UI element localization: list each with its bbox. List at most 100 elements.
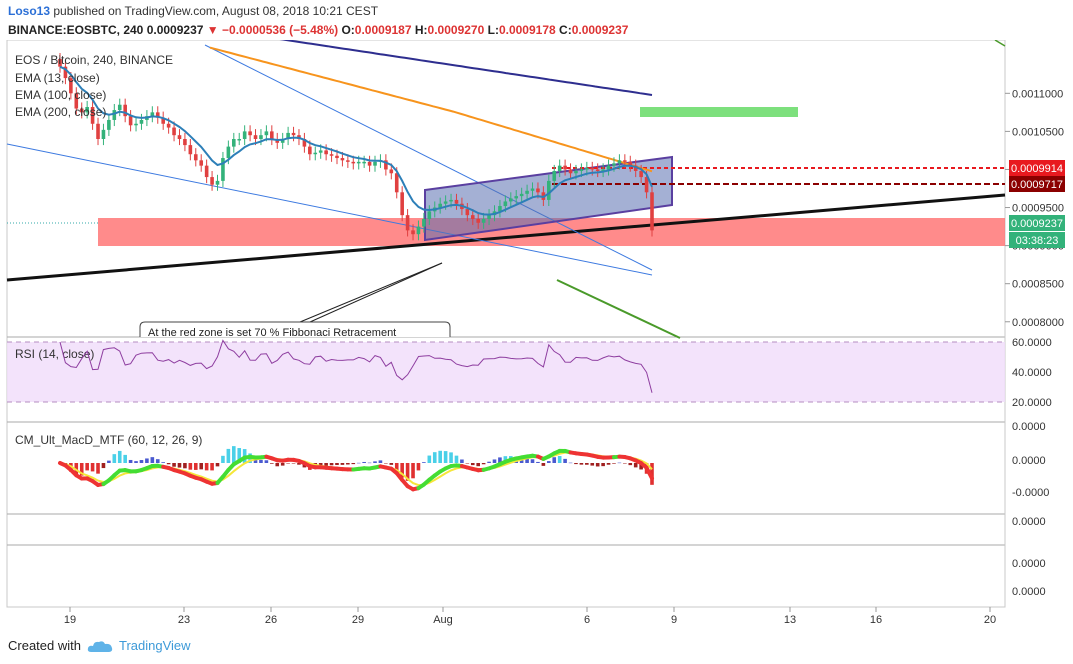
- annotation-box[interactable]: [139, 321, 451, 337]
- legend-macd: CM_Ult_MacD_MTF (60, 12, 26, 9): [15, 433, 202, 447]
- candle-body: [226, 146, 231, 159]
- candle-body: [237, 139, 242, 141]
- macd-histogram-bar: [394, 463, 399, 471]
- candle-body: [123, 104, 127, 117]
- macd-histogram-bar: [155, 459, 160, 463]
- author-link[interactable]: Loso13: [8, 4, 51, 18]
- chart-canvas[interactable]: At the red zone is set 70 % Fibbonaci Re…: [0, 40, 1073, 632]
- time-tick-label: Aug: [433, 614, 453, 626]
- candle-body: [166, 123, 171, 128]
- candle-body: [384, 160, 388, 170]
- candle-body: [579, 169, 584, 171]
- candle-body: [644, 177, 649, 193]
- macd-histogram-bar: [112, 454, 117, 463]
- macd-histogram-bar: [563, 458, 567, 463]
- macd-histogram-bar: [231, 446, 236, 463]
- candle-body: [253, 135, 258, 139]
- macd-histogram-bar: [139, 460, 144, 463]
- rsi-line: [59, 339, 653, 393]
- candle-body: [74, 93, 79, 109]
- target-zone: [640, 107, 798, 117]
- macd-histogram-bar: [612, 463, 616, 464]
- candle-body: [438, 203, 442, 208]
- candle-body: [503, 201, 508, 207]
- candle-body: [394, 173, 399, 193]
- candle-body: [422, 218, 426, 227]
- candle-body: [183, 139, 187, 146]
- macd-histogram-bar: [340, 463, 345, 465]
- macd-histogram-bar: [492, 459, 497, 463]
- ema100-path: [209, 46, 653, 173]
- candle-body: [601, 169, 605, 171]
- candle-body: [552, 170, 557, 181]
- candle-body: [308, 146, 312, 155]
- macd-histogram-bar: [628, 463, 633, 466]
- macd-histogram-bar: [356, 462, 361, 464]
- candle-body: [58, 59, 62, 67]
- candle-body: [519, 193, 524, 197]
- candle-body: [427, 211, 432, 219]
- macd-tick-label: -0.0000: [1012, 487, 1049, 499]
- macd-histogram-bar: [210, 463, 214, 471]
- blue-trendline-1: [6, 143, 653, 276]
- annotation-text: At the red zone is set 70 % Fibbonaci Re…: [148, 327, 396, 339]
- macd-histogram-bar: [476, 463, 481, 467]
- macd-histogram-bar: [172, 463, 176, 467]
- candle-body: [231, 139, 236, 147]
- candle-body: [449, 199, 453, 202]
- candle-body: [69, 78, 73, 94]
- rsi-tick-label: 40.0000: [1012, 367, 1052, 379]
- open-label: O:: [341, 23, 355, 37]
- high-label: H:: [414, 23, 428, 37]
- macd-histogram-bar: [199, 463, 204, 470]
- macd-histogram-bar: [329, 463, 334, 466]
- price-tick-label: 0.0008500: [1012, 279, 1064, 291]
- candle-body: [90, 107, 95, 124]
- candle-body: [525, 190, 529, 194]
- macd-histogram-bar: [107, 460, 111, 463]
- macd-histogram-bar: [606, 463, 611, 465]
- candle-body: [465, 209, 470, 216]
- candle-body: [351, 161, 356, 164]
- ema200-path: [279, 40, 653, 96]
- publish-info: published on TradingView.com, August 08,…: [53, 4, 379, 18]
- candle-body: [172, 127, 176, 136]
- macd-histogram-bar: [378, 460, 383, 463]
- macd-histogram-bar: [145, 458, 149, 463]
- price-label-text: 0.0009237: [1011, 218, 1063, 230]
- candle-body: [280, 139, 285, 143]
- candle-body: [270, 131, 274, 139]
- candle-body: [204, 165, 209, 178]
- chart-header: Loso13 published on TradingView.com, Aug…: [0, 0, 1073, 40]
- publish-line: Loso13 published on TradingView.com, Aug…: [8, 4, 378, 18]
- macd-histogram-bar: [346, 463, 350, 465]
- created-with-label: Created with: [8, 638, 81, 653]
- candle-body: [639, 170, 643, 178]
- macd-histogram-bar: [601, 463, 605, 467]
- candle-body: [617, 160, 622, 164]
- macd-histogram-bar: [177, 463, 182, 468]
- symbol-label: BINANCE:EOSBTC, 240: [8, 23, 144, 37]
- candle-body: [79, 108, 84, 113]
- price-tick-label: 0.0008000: [1012, 317, 1064, 329]
- rsi-tick-label: 60.0000: [1012, 337, 1052, 349]
- time-tick-label: 6: [584, 614, 590, 626]
- candle-body: [481, 218, 486, 223]
- macd-histogram-bar: [286, 463, 290, 464]
- candle-body: [498, 206, 502, 212]
- time-tick-label: 23: [178, 614, 190, 626]
- candle-body: [606, 165, 611, 170]
- blue-trendline-2: [204, 44, 653, 271]
- macd-histogram-bar: [579, 463, 584, 465]
- candle-body: [318, 150, 323, 153]
- tradingview-link[interactable]: TradingView: [118, 638, 191, 653]
- macd-histogram-bar: [454, 455, 459, 463]
- macd-histogram-bar: [204, 463, 209, 471]
- macd-histogram-bar: [362, 461, 366, 463]
- candle-body: [188, 145, 193, 155]
- price-label-box: [1009, 232, 1065, 248]
- candle-body: [568, 169, 573, 174]
- macd-histogram-bar: [150, 457, 155, 463]
- candle-body: [628, 161, 633, 166]
- macd-histogram-bar: [161, 462, 165, 463]
